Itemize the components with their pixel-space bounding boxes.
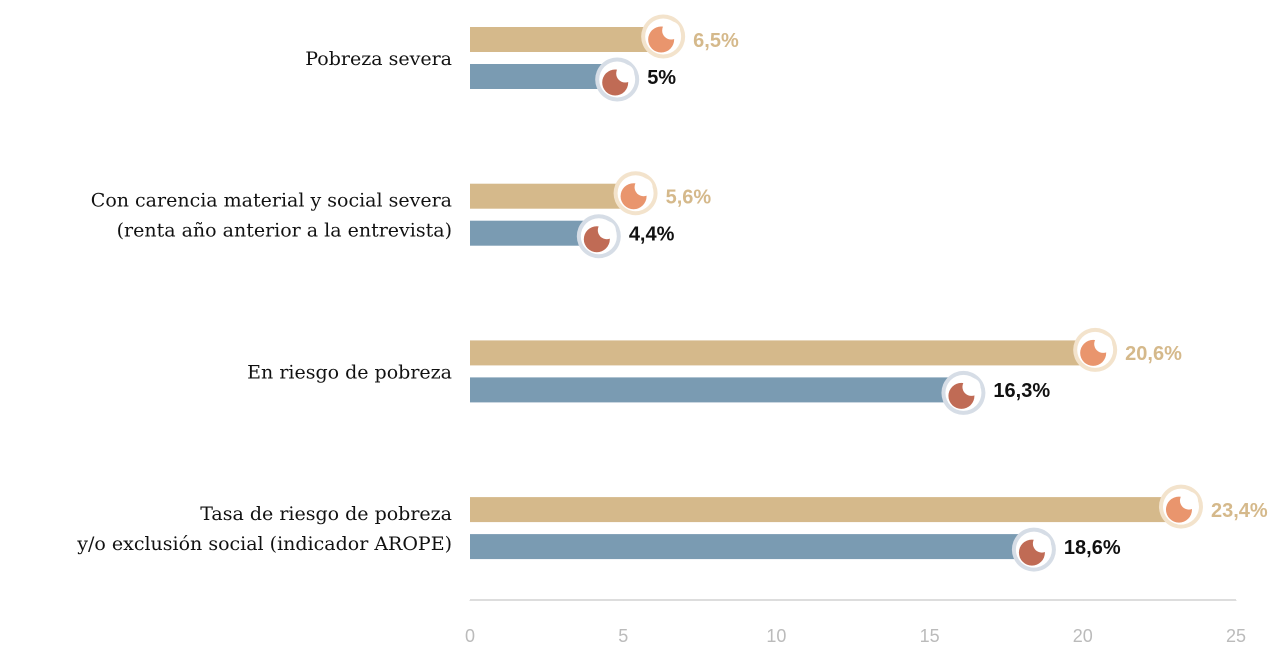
category-label: En riesgo de pobreza [247, 361, 452, 383]
chart: 0 5 10 15 20 25 Pobreza severa 6,5% 5% Con carenc… [0, 0, 1278, 645]
value-label: 18,6% [1064, 537, 1121, 559]
value-label: 20,6% [1125, 343, 1182, 365]
avatar-hair [598, 221, 616, 239]
bar [470, 497, 1187, 522]
x-tick-label: 5 [618, 626, 628, 645]
avatar [641, 15, 685, 59]
bar [470, 340, 1101, 365]
avatar [1073, 328, 1117, 372]
avatar-hair [616, 65, 634, 83]
value-label: 4,4% [629, 223, 675, 245]
category-label: Con carencia material y social severa [91, 190, 452, 212]
avatar [941, 371, 985, 415]
x-tick-label: 20 [1073, 626, 1093, 645]
avatar [614, 171, 658, 215]
value-label: 6,5% [693, 30, 739, 52]
value-label: 5% [647, 67, 676, 89]
avatar-hair [962, 378, 980, 396]
avatar [577, 214, 621, 258]
bar [470, 377, 969, 402]
avatar-hair [1180, 492, 1198, 510]
bar [470, 27, 669, 52]
x-tick-label: 0 [465, 626, 475, 645]
x-tick-label: 15 [920, 626, 940, 645]
category-label: (renta año anterior a la entrevista) [117, 220, 452, 242]
category-label: y/o exclusión social (indicador AROPE) [76, 533, 452, 555]
value-label: 5,6% [666, 186, 712, 208]
value-label: 16,3% [993, 380, 1050, 402]
avatar-hair [1094, 335, 1112, 353]
avatar-hair [662, 22, 680, 40]
category-label: Tasa de riesgo de pobreza [200, 503, 452, 525]
avatar [1012, 528, 1056, 572]
category-label: Pobreza severa [305, 48, 452, 70]
avatar-hair [1033, 535, 1051, 553]
x-tick-label: 25 [1226, 626, 1246, 645]
bar [470, 534, 1040, 559]
avatar [1159, 485, 1203, 529]
avatar-hair [635, 178, 653, 196]
value-label: 23,4% [1211, 500, 1268, 522]
avatar [595, 58, 639, 102]
x-tick-label: 10 [766, 626, 786, 645]
